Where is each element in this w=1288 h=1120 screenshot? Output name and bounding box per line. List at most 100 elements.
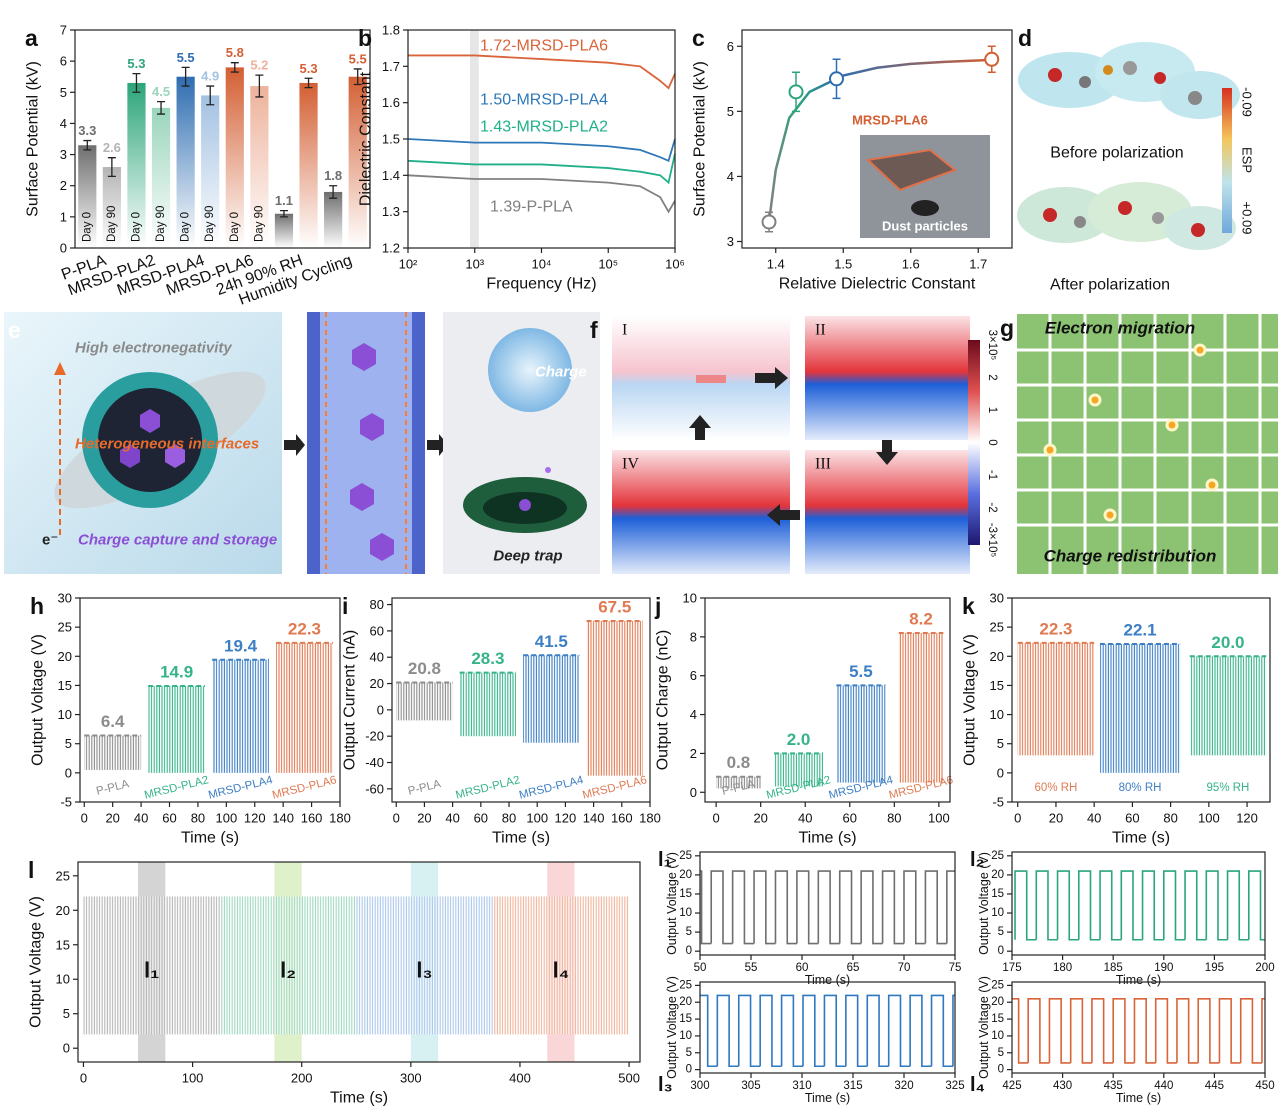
- error-bar: [230, 62, 239, 73]
- pulse: [1261, 998, 1265, 1063]
- pulse: [1091, 998, 1114, 1064]
- peak-label: 19.4: [224, 636, 258, 655]
- highlight-label: l₂: [280, 958, 296, 983]
- x-tick-label: 1.7: [969, 257, 987, 272]
- x-tick-label: 0: [393, 811, 400, 826]
- pulse: [1184, 870, 1207, 941]
- pulse: [1120, 870, 1143, 941]
- y-tick-label: 20: [58, 649, 72, 664]
- y-tick-label: 10: [990, 707, 1004, 722]
- value-label: 5.2: [250, 58, 268, 73]
- highlight-band: [470, 30, 479, 248]
- signal-band: [459, 672, 517, 737]
- y-tick-label: 1.2: [382, 241, 400, 256]
- x-tick-label: 320: [894, 1080, 913, 1092]
- stage-label: IV: [622, 456, 639, 473]
- plot-frame: [699, 851, 956, 956]
- x-tick-label: 140: [272, 811, 294, 826]
- x-tick-label: 100: [1198, 811, 1220, 826]
- y-tick-label: 5: [65, 736, 72, 751]
- x-axis-title: Time (s): [330, 1090, 388, 1107]
- signal-band: [276, 642, 333, 773]
- pulse: [881, 870, 904, 945]
- error-bar: [157, 100, 166, 115]
- y-tick-label: 4: [690, 707, 697, 722]
- pulse: [710, 870, 733, 945]
- x-tick-label: 20: [417, 811, 431, 826]
- bar-label: Day 90: [155, 206, 167, 242]
- signal-band: [523, 655, 580, 743]
- series-label: P-PLA: [407, 778, 442, 798]
- y-tick-label: 5: [998, 926, 1004, 938]
- panel-letter: a: [25, 25, 38, 51]
- peak-label: 5.5: [849, 662, 873, 681]
- x-tick-label: 20: [105, 811, 119, 826]
- x-tick-label: 70: [898, 962, 911, 974]
- peak-label: 22.3: [288, 619, 321, 638]
- x-tick-label: 445: [1205, 1080, 1224, 1092]
- chart: 1.2 1.3 1.4 1.5 1.6 1.7 1.8 10² 10³ 10⁴ 10⁵ 10⁶ 1.72…: [358, 23, 685, 293]
- signal-band: [716, 776, 761, 789]
- line: [407, 153, 676, 185]
- bar-label: Day 0: [130, 212, 142, 242]
- pulse: [1248, 870, 1265, 941]
- point: [829, 71, 844, 87]
- value-label: 5.5: [177, 50, 195, 65]
- peak-label: 41.5: [535, 632, 568, 651]
- y-tick-label: 20: [679, 996, 692, 1008]
- molecule-before: [1018, 42, 1240, 119]
- x-tick-label: 120: [555, 811, 577, 826]
- value-label: 5.8: [226, 45, 244, 60]
- x-tick-label: 315: [843, 1080, 862, 1092]
- pulse: [1133, 998, 1156, 1064]
- x-tick-label: 55: [745, 962, 758, 974]
- series-label: MRSD-PLA2: [143, 774, 210, 802]
- panel-letter: l₄: [970, 1074, 985, 1096]
- panel-letter: c: [692, 25, 705, 51]
- bar-label: Day 0: [180, 212, 192, 242]
- colorbar-label: -0.09: [1240, 87, 1255, 117]
- panel-letter: d: [1018, 25, 1032, 51]
- y-tick-label: 10: [679, 1030, 692, 1042]
- y-tick-label: 20: [991, 996, 1004, 1008]
- x-tick-label: 140: [583, 811, 605, 826]
- colorbar-label: 0: [986, 439, 998, 445]
- pulse: [1197, 998, 1220, 1064]
- plot-frame: [391, 597, 651, 803]
- x-tick-label: 100: [928, 811, 950, 826]
- bar: [78, 145, 97, 248]
- line: [408, 54, 676, 90]
- x-tick-label: 450: [1255, 1080, 1274, 1092]
- signal-band: [83, 896, 220, 1035]
- series-label: MRSD-PLA4: [207, 774, 274, 802]
- x-tick-label: 60: [1125, 811, 1139, 826]
- y-tick-label: 7: [60, 23, 67, 38]
- y-axis-title: Output Voltage (V): [28, 896, 45, 1028]
- pulse: [716, 994, 739, 1068]
- pulse: [823, 994, 846, 1068]
- x-tick-label: 185: [1104, 962, 1123, 974]
- value-label: 3.3: [78, 123, 96, 138]
- x-axis-title: Time (s): [1116, 973, 1161, 987]
- y-tick-label: 2: [60, 178, 67, 193]
- series-label: 1.72-MRSD-PLA6: [480, 38, 608, 55]
- inset-caption: Dust particles: [882, 219, 968, 234]
- y-tick-label: 15: [679, 888, 692, 900]
- x-tick-label: 160: [611, 811, 633, 826]
- x-tick-label: 60: [474, 811, 488, 826]
- signal-band: [356, 896, 493, 1035]
- value-label: 5.3: [127, 56, 145, 71]
- error-bar: [279, 209, 288, 218]
- signal-band: [1099, 644, 1181, 773]
- series-label: 80% RH: [1119, 782, 1162, 794]
- x-tick-label: 80: [502, 811, 516, 826]
- colorbar-label: 3×10⁵: [986, 330, 998, 361]
- x-tick-label: 200: [291, 1071, 313, 1086]
- x-tick-label: 310: [792, 1080, 811, 1092]
- x-tick-label: 500: [618, 1071, 640, 1086]
- x-tick-label: 180: [329, 811, 351, 826]
- panel-letter: b: [358, 25, 372, 51]
- chart: -5 0 5 10 15 20 25 30 0 20 40 60 80 100 120 140 160 180 6.…: [30, 591, 351, 847]
- x-tick-label: 120: [244, 811, 266, 826]
- molecule-after: [1017, 182, 1236, 250]
